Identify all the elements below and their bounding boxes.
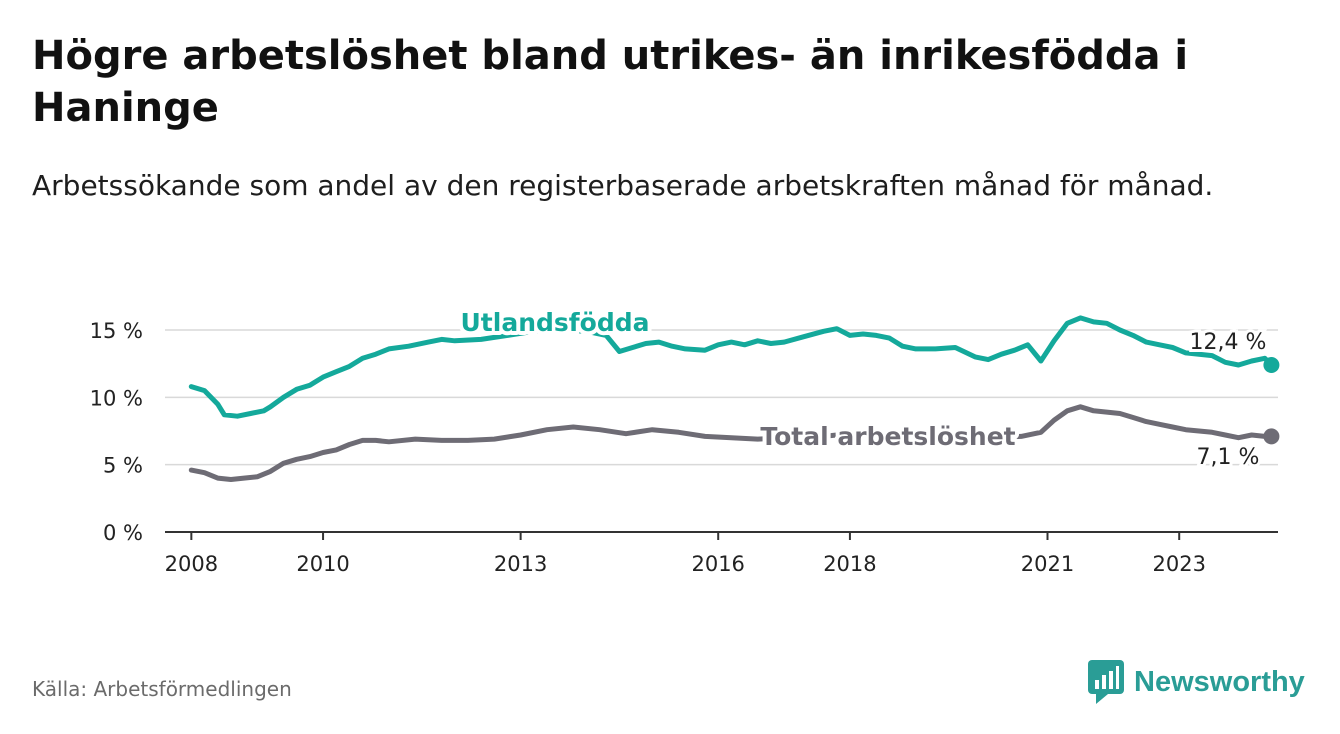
x-tick-label: 2010 (296, 552, 349, 576)
y-tick-label: 10 % (90, 386, 143, 410)
series-line-utlandsfodda (188, 315, 1274, 419)
x-tick-label: 2016 (691, 552, 744, 576)
series-label-utlandsfodda: Utlandsfödda (461, 308, 650, 337)
series-line-total (188, 404, 1274, 482)
x-tick-label: 2018 (823, 552, 876, 576)
y-tick-label: 15 % (90, 319, 143, 343)
series-label-total: Total arbetslöshet (760, 422, 1015, 451)
x-tick-label: 2021 (1021, 552, 1074, 576)
bar-chart-logo-icon (1088, 660, 1124, 704)
end-point-total (1263, 428, 1280, 445)
source-note: Källa: Arbetsförmedlingen (32, 677, 292, 701)
brand-name: Newsworthy (1134, 665, 1305, 698)
end-point-utlandsfodda (1263, 357, 1280, 374)
end-value-utlandsfodda: 12,4 % (1190, 330, 1267, 355)
y-tick-label: 5 % (103, 454, 143, 478)
x-tick-label: 2023 (1152, 552, 1205, 576)
y-tick-label: 0 % (103, 521, 143, 545)
end-value-total: 7,1 % (1197, 445, 1260, 470)
chart-subtitle: Arbetssökande som andel av den registerb… (32, 169, 1214, 202)
x-tick-label: 2008 (165, 552, 218, 576)
newsworthy-logo: Newsworthy (1088, 660, 1305, 704)
chart-title: Högre arbetslöshet bland utrikes- än inr… (32, 33, 1189, 131)
x-tick-label: 2013 (494, 552, 547, 576)
